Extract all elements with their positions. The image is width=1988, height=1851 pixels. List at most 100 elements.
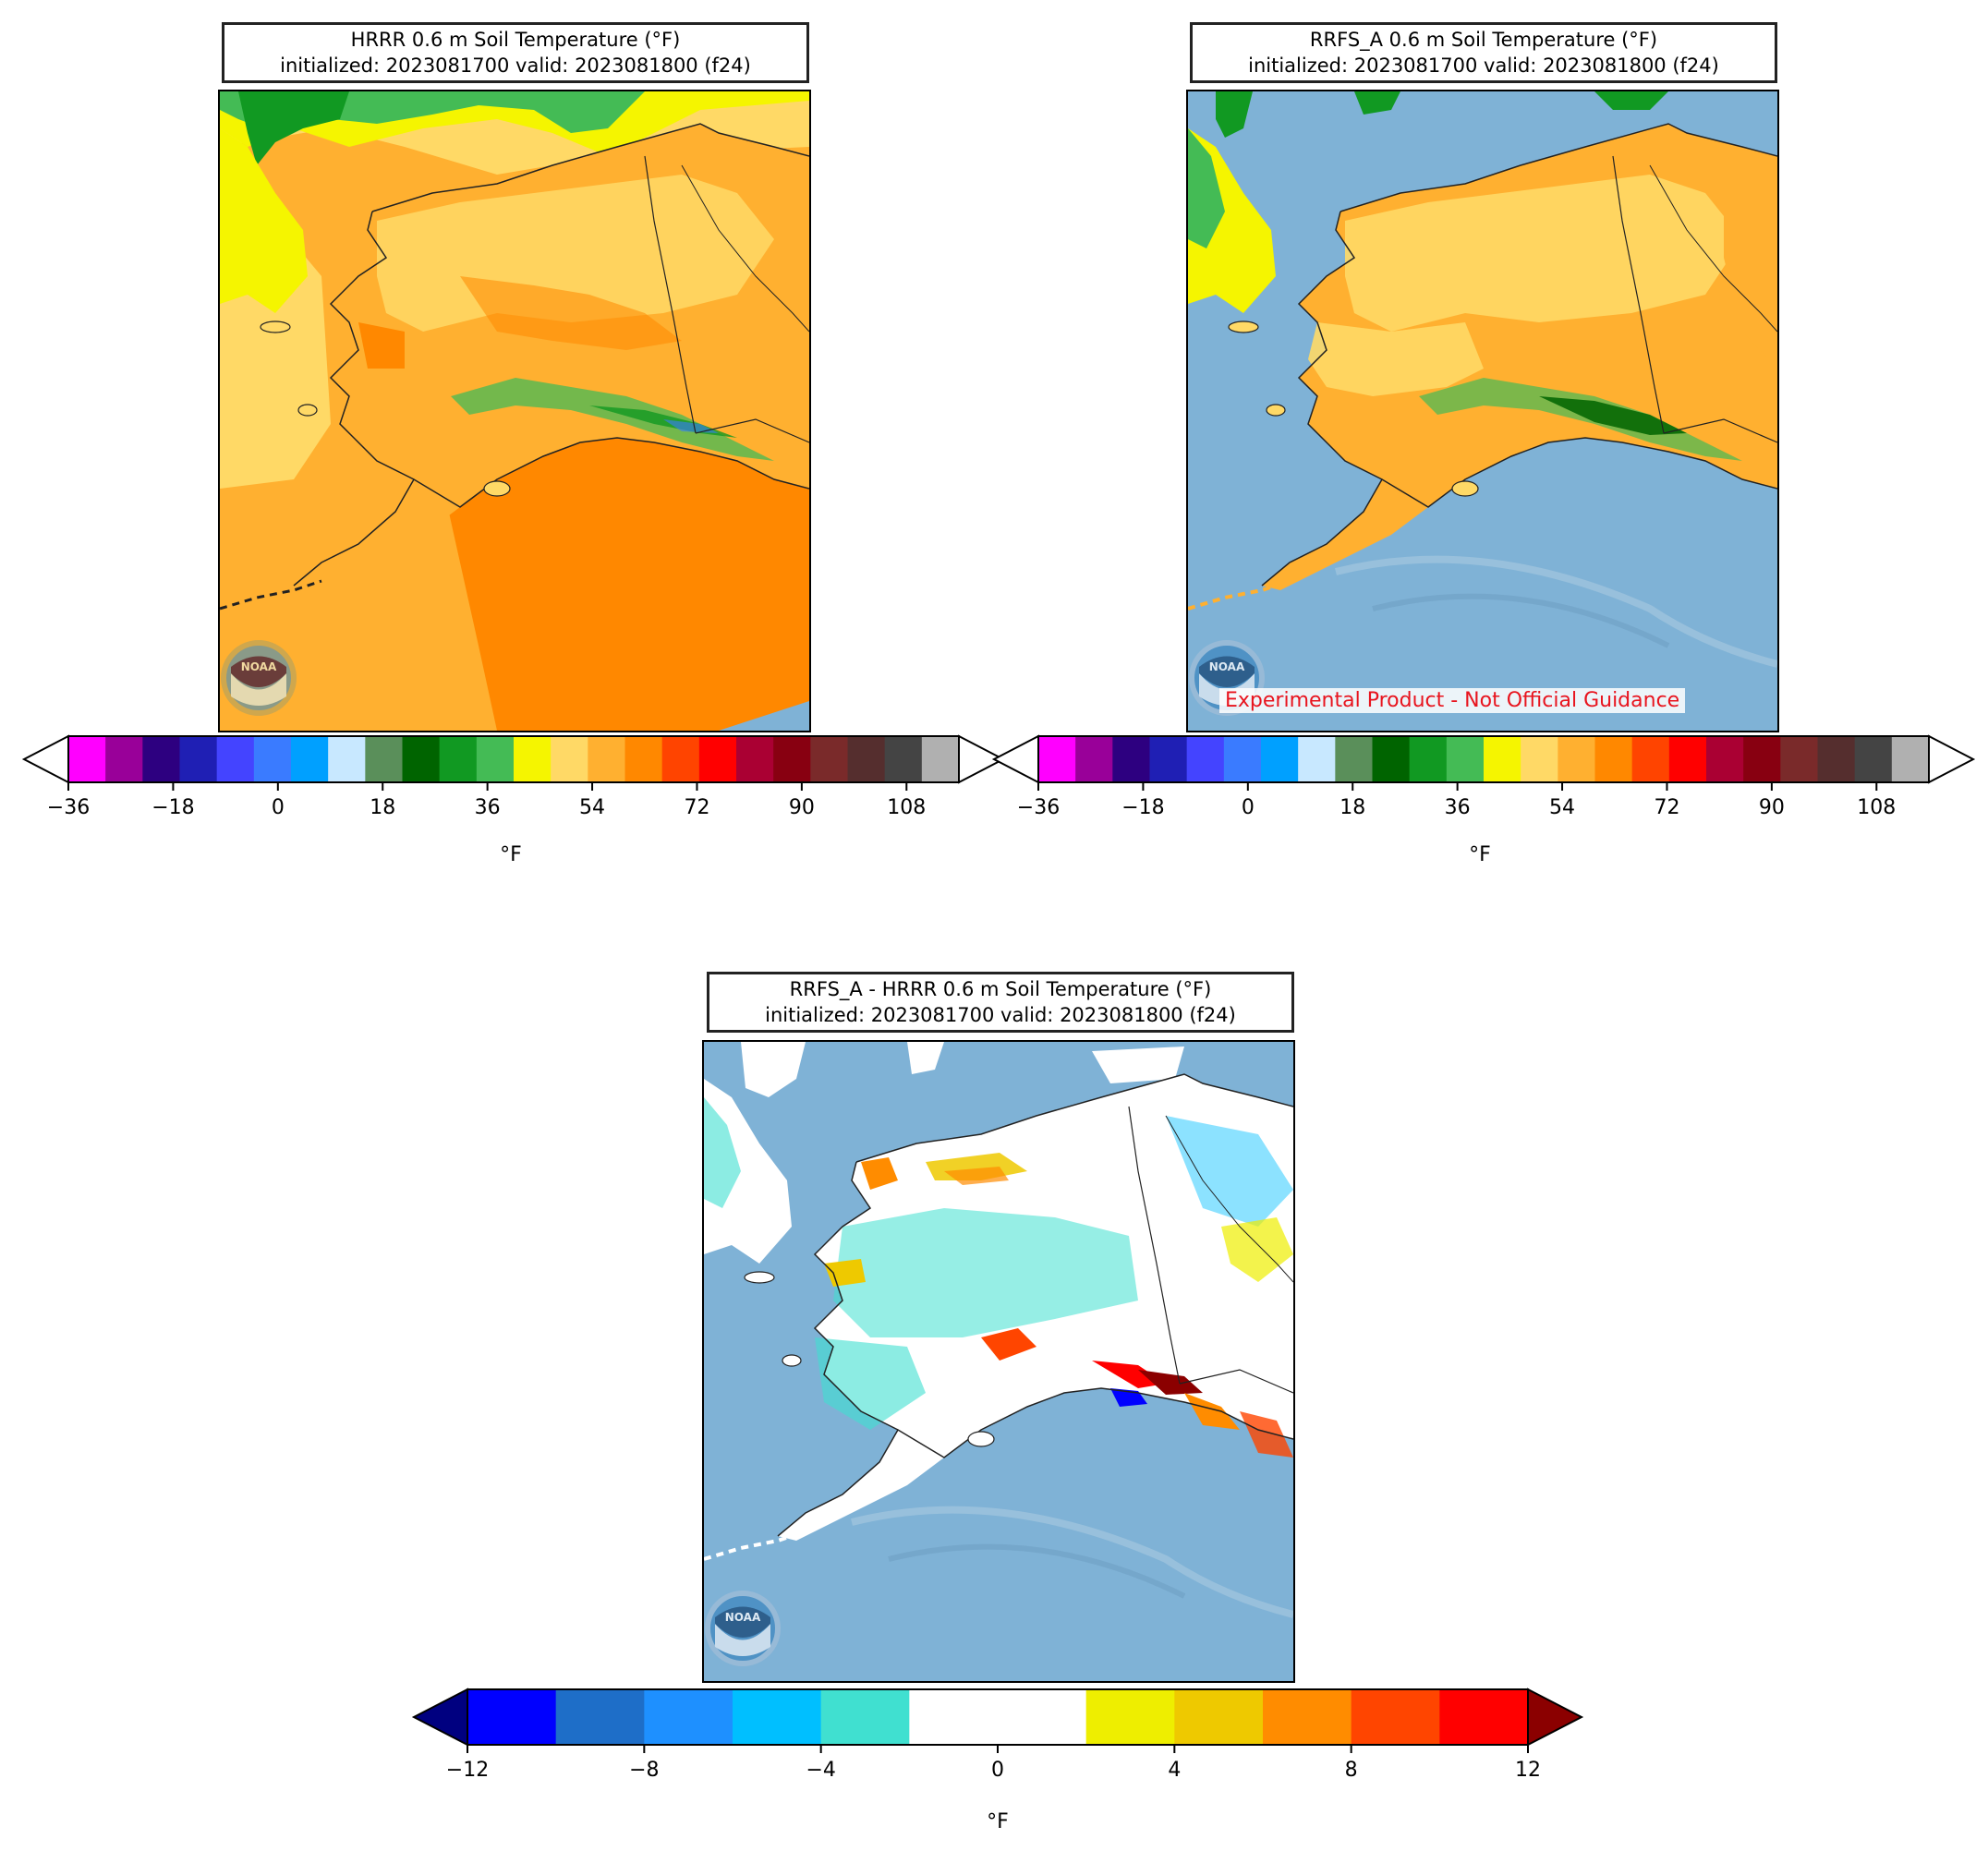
diff-colorbar-unit: °F (987, 1810, 1009, 1833)
colorbar-segment (1223, 736, 1262, 782)
colorbar-over-arrow (1928, 734, 1976, 784)
colorbar-tick-label: 90 (788, 796, 815, 819)
colorbar-segment (1891, 736, 1930, 782)
diff-colorbar-graphic (411, 1688, 1584, 1753)
colorbar-segment (588, 736, 625, 782)
colorbar-segment (105, 736, 143, 782)
colorbar-segment (1261, 736, 1299, 782)
colorbar-segment (1817, 736, 1856, 782)
colorbar-segment (365, 736, 403, 782)
colorbar-segment (142, 736, 180, 782)
hrrr-colorbar-graphic (21, 734, 1006, 791)
rrfs-title-line1: RRFS_A 0.6 m Soil Temperature (°F) (1309, 29, 1658, 51)
colorbar-segment (555, 1689, 645, 1745)
colorbar-segment (1594, 736, 1633, 782)
colorbar-outline (67, 735, 960, 783)
colorbar-segment (68, 736, 106, 782)
svg-text:NOAA: NOAA (241, 660, 277, 673)
colorbar-segment (661, 736, 700, 782)
colorbar-segment (216, 736, 255, 782)
hrrr-map: NOAA (218, 90, 811, 732)
hrrr-colorbar-unit: °F (500, 843, 522, 866)
diff-title-line2: initialized: 2023081700 valid: 202308180… (765, 1004, 1236, 1026)
hrrr-colorbar (21, 734, 1006, 791)
colorbar-tick-label: 72 (684, 796, 710, 819)
colorbar-segment (402, 736, 441, 782)
colorbar-segment (291, 736, 329, 782)
colorbar-segment (1521, 736, 1558, 782)
colorbar-tick-label: 12 (1515, 1759, 1541, 1782)
colorbar-segment (1409, 736, 1448, 782)
colorbar-segment (179, 736, 218, 782)
colorbar-segment (909, 1689, 999, 1745)
colorbar-tick-label: 0 (271, 796, 285, 819)
colorbar-tick-label: 72 (1654, 796, 1680, 819)
colorbar-segment (1743, 736, 1781, 782)
colorbar-over-arrow (1527, 1688, 1584, 1747)
rrfs-colorbar-unit: °F (1469, 843, 1491, 866)
colorbar-segment (439, 736, 478, 782)
colorbar-tick-label: 54 (579, 796, 606, 819)
colorbar-segment (476, 736, 515, 782)
hrrr-title-line1: HRRR 0.6 m Soil Temperature (°F) (350, 29, 681, 51)
colorbar-tick-label: −4 (806, 1759, 836, 1782)
colorbar-segment (773, 736, 811, 782)
colorbar-tick-label: −8 (629, 1759, 660, 1782)
colorbar-outline (1037, 735, 1930, 783)
colorbar-segment (998, 1689, 1087, 1745)
colorbar-tick-label: 18 (370, 796, 396, 819)
rrfs-title: RRFS_A 0.6 m Soil Temperature (°F) initi… (1190, 22, 1777, 83)
colorbar-segment (921, 736, 960, 782)
colorbar-segment (1038, 736, 1076, 782)
colorbar-segment (810, 736, 848, 782)
colorbar-tick-label: −18 (152, 796, 195, 819)
colorbar-segment (884, 736, 923, 782)
colorbar-under-arrow (411, 1688, 468, 1747)
diff-colorbar (411, 1688, 1584, 1753)
colorbar-segment (253, 736, 292, 782)
colorbar-segment (467, 1689, 557, 1745)
diff-title: RRFS_A - HRRR 0.6 m Soil Temperature (°F… (707, 972, 1294, 1033)
colorbar-tick-label: 108 (887, 796, 927, 819)
colorbar-segment (698, 736, 737, 782)
colorbar-tick-label: −12 (445, 1759, 490, 1782)
colorbar-under-arrow (991, 734, 1039, 784)
colorbar-tick-label: 36 (1444, 796, 1471, 819)
colorbar-tick-label: −18 (1121, 796, 1165, 819)
colorbar-segment (1780, 736, 1818, 782)
colorbar-segment (736, 736, 774, 782)
colorbar-segment (1668, 736, 1707, 782)
svg-text:NOAA: NOAA (725, 1611, 761, 1624)
rrfs-map: NOAA Experimental Product - Not Official… (1186, 90, 1779, 732)
colorbar-segment (1112, 736, 1150, 782)
diff-title-line1: RRFS_A - HRRR 0.6 m Soil Temperature (°F… (789, 978, 1212, 1000)
colorbar-segment (1298, 736, 1336, 782)
colorbar-segment (1439, 1689, 1529, 1745)
colorbar-segment (820, 1689, 910, 1745)
colorbar-segment (1085, 1689, 1175, 1745)
colorbar-tick-label: 108 (1857, 796, 1897, 819)
colorbar-tick-label: 18 (1339, 796, 1366, 819)
colorbar-segment (514, 736, 552, 782)
colorbar-segment (1631, 736, 1670, 782)
colorbar-segment (1372, 736, 1411, 782)
colorbar-tick-label: 54 (1549, 796, 1576, 819)
colorbar-tick-label: 90 (1758, 796, 1785, 819)
svg-text:NOAA: NOAA (1209, 660, 1245, 673)
colorbar-tick-label: 0 (991, 1759, 1004, 1782)
colorbar-segment (644, 1689, 733, 1745)
hrrr-noaa-logo: NOAA (221, 640, 297, 716)
colorbar-tick-label: 36 (474, 796, 501, 819)
colorbar-segment (1854, 736, 1893, 782)
experimental-product-note: Experimental Product - Not Official Guid… (1219, 688, 1686, 713)
colorbar-segment (1075, 736, 1113, 782)
colorbar-segment (1149, 736, 1188, 782)
colorbar-segment (1351, 1689, 1440, 1745)
colorbar-tick-label: −36 (1016, 796, 1061, 819)
colorbar-tick-label: 4 (1168, 1759, 1182, 1782)
colorbar-tick-label: 0 (1241, 796, 1255, 819)
colorbar-segment (1558, 736, 1595, 782)
diff-map: NOAA (702, 1040, 1295, 1683)
rrfs-title-line2: initialized: 2023081700 valid: 202308180… (1248, 54, 1719, 77)
colorbar-segment (328, 736, 366, 782)
